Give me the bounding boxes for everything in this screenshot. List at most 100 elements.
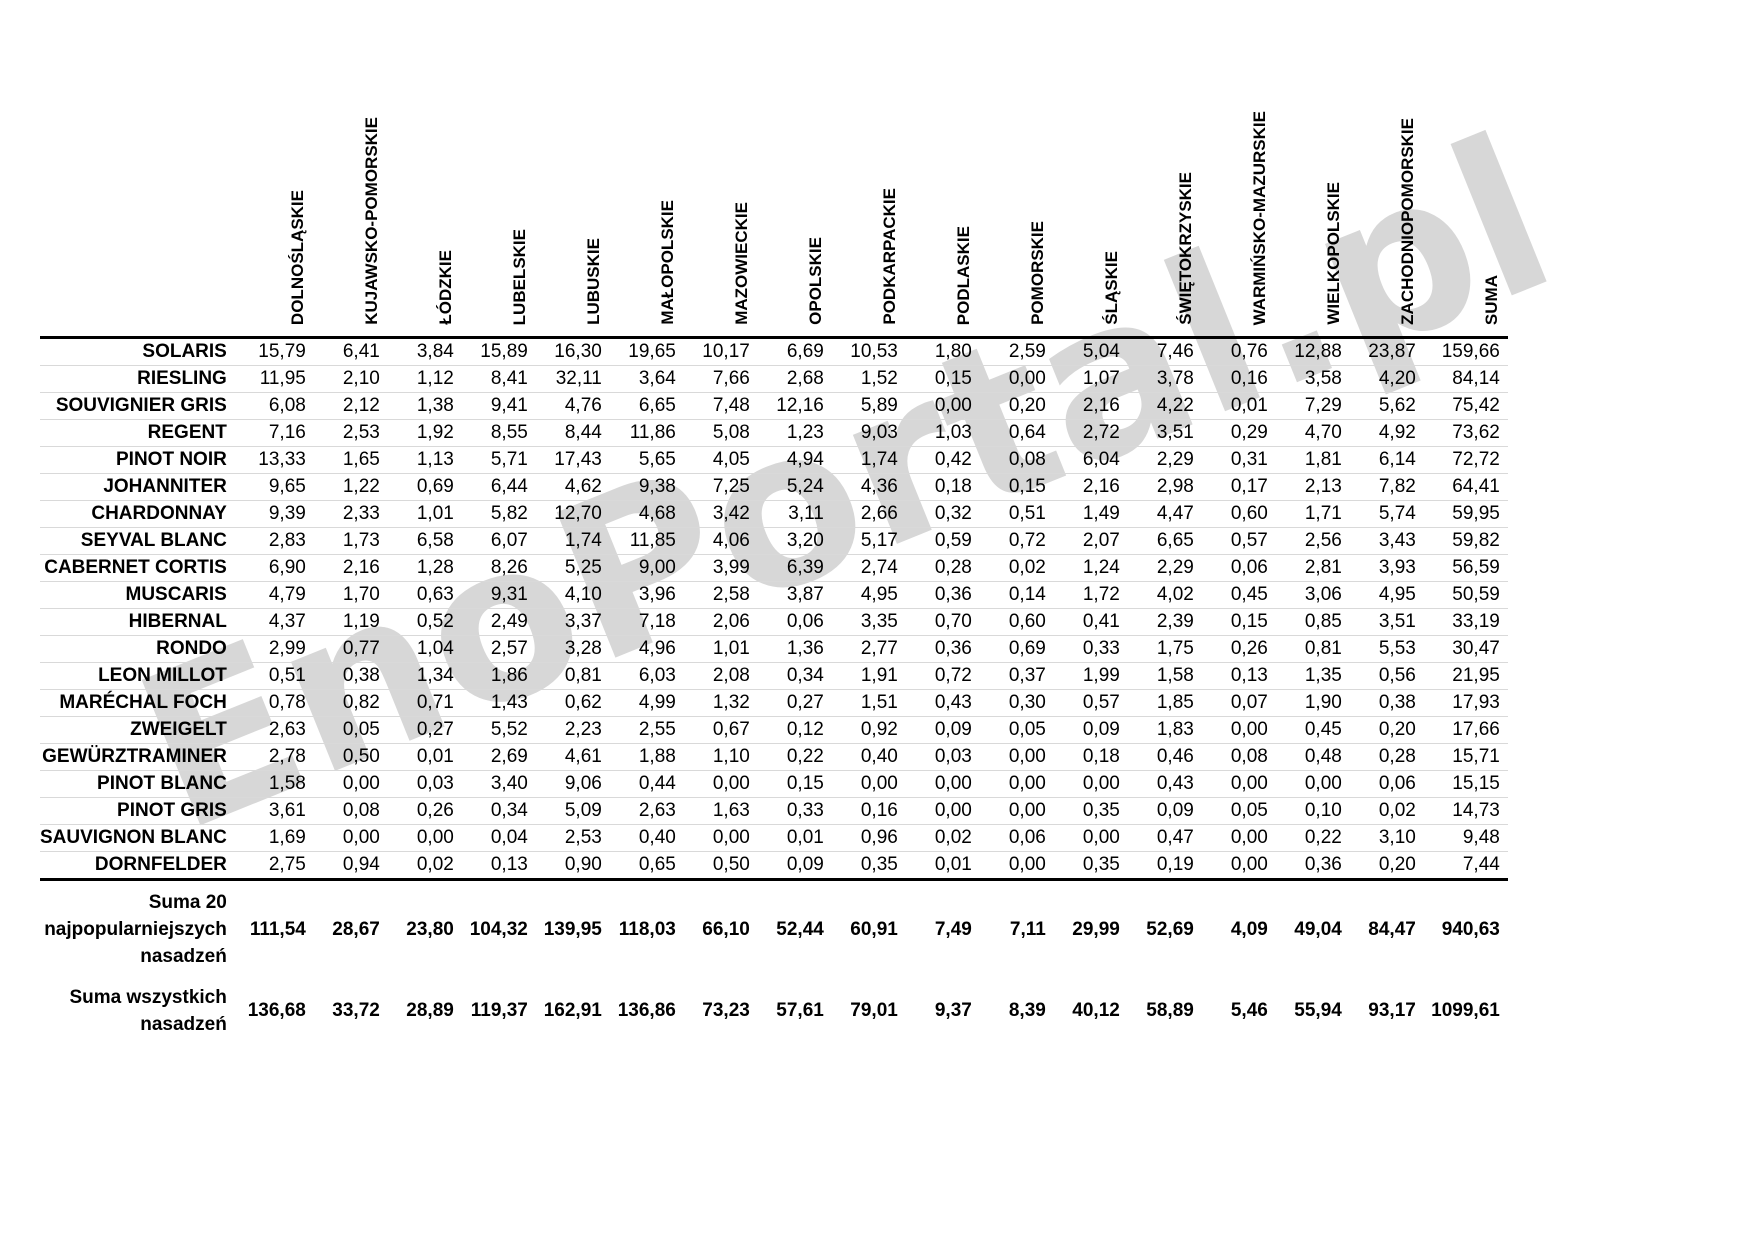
value-cell: 2,63	[239, 716, 314, 744]
value-cell: 7,82	[1349, 473, 1424, 501]
value-cell: 3,93	[1349, 554, 1424, 582]
value-cell: 4,06	[683, 527, 758, 555]
value-cell: 7,46	[1127, 337, 1202, 366]
value-cell: 0,15	[757, 770, 832, 798]
value-cell: 55,94	[1294, 1000, 1342, 1021]
value-cell: 0,72	[905, 662, 980, 690]
value-cell: 5,62	[1349, 392, 1424, 420]
value-cell: 0,51	[239, 662, 314, 690]
value-cell: 3,58	[1275, 365, 1350, 393]
table-body: SOLARIS 15,79 6,41 3,84 15,89 16,30 19,65 10,17…	[40, 337, 1508, 1045]
value-cell: 0,38	[1349, 689, 1424, 717]
value-cell: 0,15	[1201, 608, 1276, 636]
table-row: ZWEIGELT 2,63 0,05 0,27 5,52 2,23 2,55 0,67 0,12…	[40, 716, 1508, 744]
table-row: PINOT NOIR 13,33 1,65 1,13 5,71 17,43 5,65 4,05…	[40, 446, 1508, 474]
value-cell: 7,25	[683, 473, 758, 501]
value-cell: 0,10	[1275, 797, 1350, 825]
value-cell: 0,02	[1349, 797, 1424, 825]
value-cell: 118,03	[618, 918, 676, 940]
value-cell: 0,12	[757, 716, 832, 744]
value-cell: 5,89	[831, 392, 906, 420]
value-cell: 2,29	[1127, 554, 1202, 582]
table-row: CHARDONNAY 9,39 2,33 1,01 5,82 12,70 4,68 3,42 3…	[40, 500, 1508, 528]
value-cell: 3,10	[1349, 824, 1424, 852]
value-cell: 0,34	[757, 662, 832, 690]
value-cell: 5,08	[683, 419, 758, 447]
value-cell: 0,64	[979, 419, 1054, 447]
value-cell: 0,56	[1349, 662, 1424, 690]
value-cell: 9,03	[831, 419, 906, 447]
value-cell: 2,12	[313, 392, 388, 420]
value-cell: 0,50	[313, 743, 388, 771]
value-cell: 0,36	[905, 581, 980, 609]
value-cell: 0,06	[757, 608, 832, 636]
value-cell: 3,37	[535, 608, 610, 636]
value-cell: 1,58	[1127, 662, 1202, 690]
value-cell: 0,63	[387, 581, 462, 609]
value-cell: 2,63	[609, 797, 684, 825]
value-cell: 21,95	[1423, 662, 1508, 690]
value-cell: 0,38	[313, 662, 388, 690]
row-label: PINOT NOIR	[40, 446, 240, 474]
value-cell: 0,59	[905, 527, 980, 555]
value-cell: 15,71	[1423, 743, 1508, 771]
value-cell: 17,66	[1423, 716, 1508, 744]
value-cell: 6,04	[1053, 446, 1128, 474]
value-cell: 1,81	[1275, 446, 1350, 474]
row-label: CHARDONNAY	[40, 500, 240, 528]
value-cell: 5,04	[1053, 337, 1128, 366]
value-cell: 11,85	[609, 527, 684, 555]
value-cell: 1,51	[831, 689, 906, 717]
value-cell: 9,37	[934, 1000, 972, 1021]
column-header: ŚLĄSKIE	[1053, 0, 1128, 339]
value-cell: 4,76	[535, 392, 610, 420]
value-cell: 0,05	[1201, 797, 1276, 825]
value-cell: 0,03	[387, 770, 462, 798]
table-row: PINOT GRIS 3,61 0,08 0,26 0,34 5,09 2,63 1,63 0,…	[40, 797, 1508, 825]
value-cell: 15,79	[239, 337, 314, 366]
value-cell: 159,66	[1423, 337, 1508, 366]
value-cell: 6,58	[387, 527, 462, 555]
value-cell: 52,69	[1146, 918, 1194, 940]
value-cell: 0,00	[313, 824, 388, 852]
value-cell: 1,24	[1053, 554, 1128, 582]
value-cell: 2,66	[831, 500, 906, 528]
value-cell: 2,16	[1053, 473, 1128, 501]
table-row: RONDO 2,99 0,77 1,04 2,57 3,28 4,96 1,01 1,36 2,7…	[40, 635, 1508, 663]
value-cell: 6,03	[609, 662, 684, 690]
value-cell: 0,00	[979, 797, 1054, 825]
value-cell: 79,01	[850, 1000, 898, 1021]
value-cell: 6,44	[461, 473, 536, 501]
value-cell: 11,95	[239, 365, 314, 393]
column-header: PODLASKIE	[905, 0, 980, 339]
value-cell: 2,57	[461, 635, 536, 663]
value-cell: 2,59	[979, 337, 1054, 366]
value-cell: 4,61	[535, 743, 610, 771]
value-cell: 0,32	[905, 500, 980, 528]
value-cell: 0,14	[979, 581, 1054, 609]
value-cell: 17,93	[1423, 689, 1508, 717]
value-cell: 0,01	[757, 824, 832, 852]
value-cell: 1,99	[1053, 662, 1128, 690]
value-cell: 0,00	[979, 743, 1054, 771]
value-cell: 7,18	[609, 608, 684, 636]
value-cell: 4,36	[831, 473, 906, 501]
value-cell: 0,72	[979, 527, 1054, 555]
value-cell: 0,26	[1201, 635, 1276, 663]
value-cell: 2,68	[757, 365, 832, 393]
value-cell: 6,65	[1127, 527, 1202, 555]
value-cell: 7,11	[1009, 918, 1046, 940]
value-cell: 6,65	[609, 392, 684, 420]
value-cell: 57,61	[776, 1000, 824, 1021]
value-cell: 0,22	[1275, 824, 1350, 852]
value-cell: 0,01	[1201, 392, 1276, 420]
value-cell: 1,65	[313, 446, 388, 474]
value-cell: 9,31	[461, 581, 536, 609]
value-cell: 58,89	[1146, 1000, 1194, 1021]
value-cell: 162,91	[543, 1000, 602, 1021]
value-cell: 2,06	[683, 608, 758, 636]
value-cell: 9,65	[239, 473, 314, 501]
value-cell: 0,20	[1349, 851, 1424, 881]
value-cell: 0,20	[1349, 716, 1424, 744]
value-cell: 5,17	[831, 527, 906, 555]
